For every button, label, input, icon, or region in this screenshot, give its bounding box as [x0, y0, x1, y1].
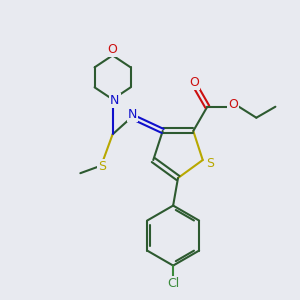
Text: N: N [128, 108, 137, 121]
Text: S: S [98, 160, 106, 173]
Text: Cl: Cl [167, 277, 179, 290]
Text: O: O [228, 98, 238, 111]
Text: S: S [206, 157, 214, 169]
Text: O: O [189, 76, 199, 89]
Text: N: N [110, 94, 119, 107]
Text: O: O [108, 43, 118, 56]
